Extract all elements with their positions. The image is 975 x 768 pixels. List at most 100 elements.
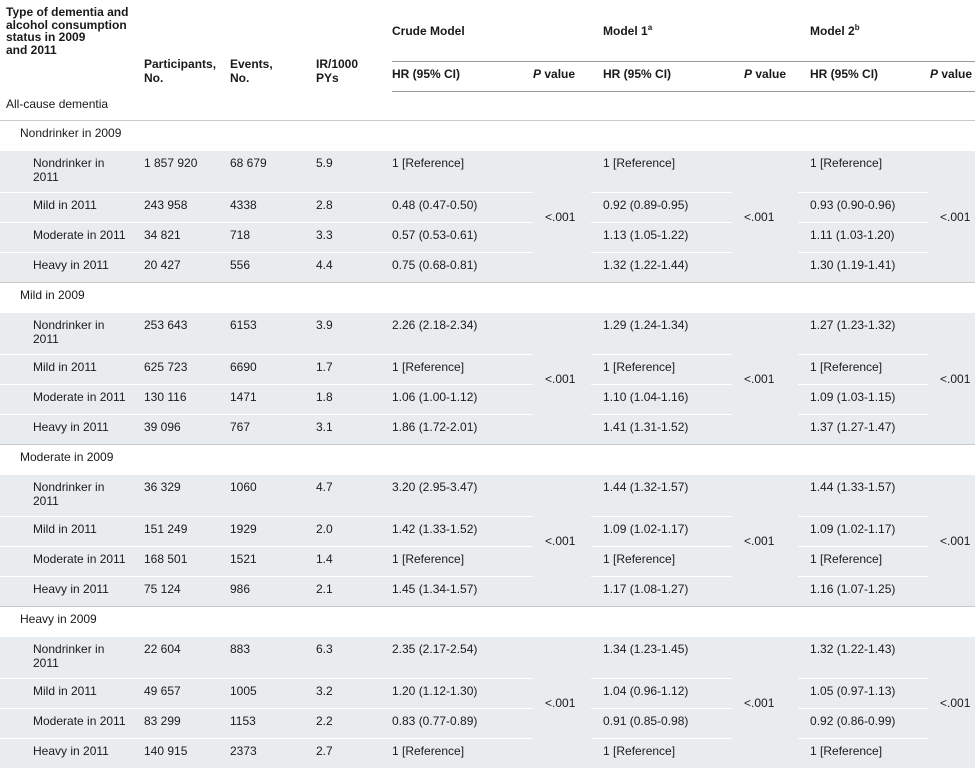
participants-cell: 1 857 920 [144,151,230,193]
model2-p-cell: <.001 [928,313,975,445]
model2-hr-cell: 1.09 (1.03-1.15) [798,385,928,415]
participants-cell: 20 427 [144,253,230,283]
group-row: Mild in 2009 [0,283,975,314]
crude-hr-cell: 1.86 (1.72-2.01) [392,415,533,445]
participants-cell: 22 604 [144,637,230,679]
events-cell: 1005 [230,679,316,709]
model2-hr-cell: 1 [Reference] [798,355,928,385]
row-label: Heavy in 2011 [0,577,144,607]
ir-cell: 2.2 [316,709,392,739]
row-label: Moderate in 2011 [0,385,144,415]
ir-cell: 3.9 [316,313,392,355]
events-cell: 1060 [230,475,316,517]
group-row: Nondrinker in 2009 [0,121,975,152]
group-row: Moderate in 2009 [0,445,975,476]
events-column-header: Events,No. [230,0,316,92]
group-label: Moderate in 2009 [0,445,975,476]
crude-p-cell: <.001 [533,313,591,445]
ir-cell: 2.1 [316,577,392,607]
model2-hr-cell: 1 [Reference] [798,739,928,768]
crude-hr-cell: 1 [Reference] [392,739,533,768]
ir-cell: 1.4 [316,547,392,577]
row-label: Heavy in 2011 [0,253,144,283]
ir-cell: 3.1 [316,415,392,445]
model2-hr-cell: 1 [Reference] [798,547,928,577]
model2-hr-cell: 0.92 (0.86-0.99) [798,709,928,739]
participants-cell: 151 249 [144,517,230,547]
ir-cell: 5.9 [316,151,392,193]
row-label: Mild in 2011 [0,517,144,547]
ir-cell: 2.0 [316,517,392,547]
group-label: Mild in 2009 [0,283,975,314]
events-cell: 883 [230,637,316,679]
participants-column-header: Participants,No. [144,0,230,92]
model1-p-cell: <.001 [732,313,798,445]
model2-p-cell: <.001 [928,151,975,283]
model2-hr-cell: 0.93 (0.90-0.96) [798,193,928,223]
model2-p-cell: <.001 [928,637,975,768]
participants-cell: 39 096 [144,415,230,445]
crude-hr-cell: 0.75 (0.68-0.81) [392,253,533,283]
model1-header: Model 1a [591,0,798,62]
group-row: Heavy in 2009 [0,607,975,638]
events-cell: 1521 [230,547,316,577]
participants-cell: 83 299 [144,709,230,739]
events-cell: 2373 [230,739,316,768]
model1-hr-cell: 1 [Reference] [591,355,732,385]
crude-hr-cell: 3.20 (2.95-3.47) [392,475,533,517]
group-label: Heavy in 2009 [0,607,975,638]
row-label: Heavy in 2011 [0,739,144,768]
model2-hr-cell: 1.44 (1.33-1.57) [798,475,928,517]
model1-hr-cell: 1 [Reference] [591,739,732,768]
events-cell: 1153 [230,709,316,739]
ir-cell: 4.7 [316,475,392,517]
model1-p-cell: <.001 [732,637,798,768]
ir-cell: 6.3 [316,637,392,679]
model1-p-cell: <.001 [732,151,798,283]
crude-hr-cell: 1 [Reference] [392,355,533,385]
model1-hr-cell: 1.41 (1.31-1.52) [591,415,732,445]
crude-hr-cell: 1.20 (1.12-1.30) [392,679,533,709]
crude-hr-cell: 1.45 (1.34-1.57) [392,577,533,607]
model1-hr-cell: 1.44 (1.32-1.57) [591,475,732,517]
model1-hr-cell: 0.92 (0.89-0.95) [591,193,732,223]
model1-hr-cell: 0.91 (0.85-0.98) [591,709,732,739]
events-cell: 718 [230,223,316,253]
events-cell: 4338 [230,193,316,223]
row-label: Moderate in 2011 [0,709,144,739]
crude-hr-cell: 2.35 (2.17-2.54) [392,637,533,679]
model1-hr-cell: 1.10 (1.04-1.16) [591,385,732,415]
model1-hr-cell: 1.04 (0.96-1.12) [591,679,732,709]
section-label: All-cause dementia [0,92,975,121]
crude-hr-cell: 1 [Reference] [392,151,533,193]
model2-p-header: P value [928,62,975,92]
model2-hr-cell: 1.09 (1.02-1.17) [798,517,928,547]
participants-cell: 140 915 [144,739,230,768]
crude-p-cell: <.001 [533,637,591,768]
model2-hr-cell: 1.37 (1.27-1.47) [798,415,928,445]
model2-hr-header: HR (95% CI) [798,62,928,92]
model2-hr-cell: 1.27 (1.23-1.32) [798,313,928,355]
model1-p-header: P value [732,62,798,92]
model1-hr-cell: 1 [Reference] [591,151,732,193]
crude-hr-header: HR (95% CI) [392,62,533,92]
crude-hr-cell: 0.48 (0.47-0.50) [392,193,533,223]
participants-cell: 75 124 [144,577,230,607]
ir-cell: 1.8 [316,385,392,415]
